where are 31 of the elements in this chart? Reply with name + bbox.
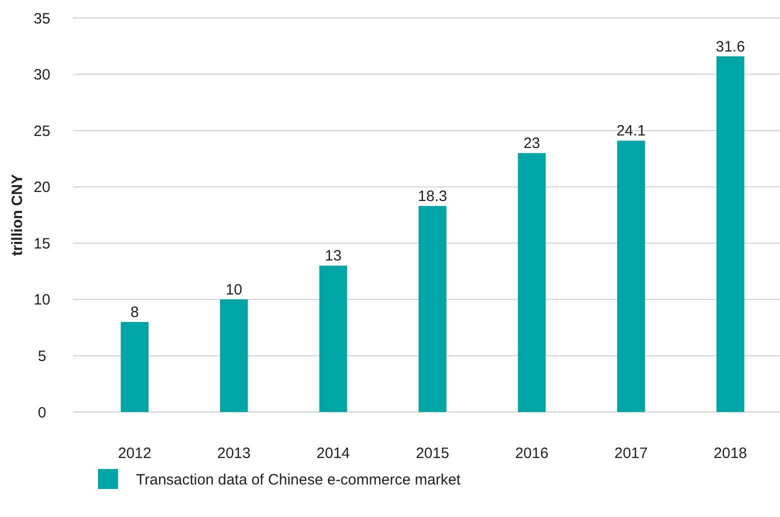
y-tick-label: 30 — [34, 66, 50, 84]
y-tick-label: 10 — [34, 292, 50, 309]
bar — [220, 299, 248, 412]
y-tick-label: 15 — [34, 235, 50, 252]
data-label: 31.6 — [716, 38, 745, 56]
y-tick-label: 25 — [34, 122, 50, 140]
x-tick-label: 2016 — [515, 445, 548, 462]
data-label: 13 — [324, 248, 342, 265]
x-tick-label: 2013 — [217, 445, 251, 462]
y-tick-label: 0 — [38, 404, 46, 422]
data-label: 18.3 — [418, 188, 448, 205]
bar — [518, 153, 546, 412]
data-label: 10 — [226, 281, 242, 298]
x-tick-label: 2018 — [714, 445, 748, 462]
x-tick-label: 2014 — [316, 445, 350, 462]
bar — [319, 266, 348, 412]
data-label: 24.1 — [616, 122, 646, 140]
y-tick-label: 20 — [34, 179, 50, 196]
y-tick-label: 35 — [34, 10, 50, 28]
bar — [120, 322, 149, 412]
bar — [418, 206, 446, 412]
x-tick-label: 2015 — [416, 445, 450, 462]
x-tick-label: 2017 — [614, 445, 648, 462]
bar — [716, 56, 744, 412]
y-tick-label: 5 — [38, 348, 46, 365]
legend-label: Transaction data of Chinese e-commerce market — [136, 471, 462, 488]
data-label: 23 — [523, 135, 540, 152]
data-label: 8 — [130, 304, 139, 321]
y-axis-title: trillion CNY — [9, 174, 26, 256]
bar — [617, 140, 645, 412]
x-tick-label: 2012 — [118, 445, 152, 462]
